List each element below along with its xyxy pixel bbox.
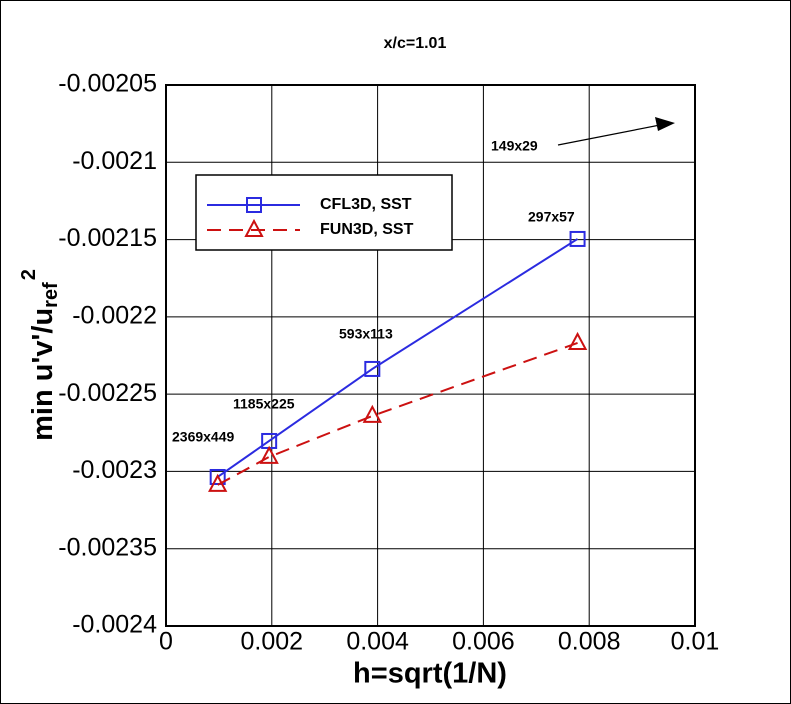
arrow-head [655, 117, 675, 131]
y-label-sub: ref [40, 282, 62, 308]
y-axis-label: min u'v'/uref2 [18, 269, 62, 441]
series-line [217, 342, 578, 486]
legend-marker [246, 197, 262, 213]
marker [208, 473, 228, 492]
y-tick-label: -0.00225 [58, 379, 157, 407]
y-tick-label: -0.00235 [58, 533, 157, 561]
x-tick-label: 0.004 [346, 628, 409, 656]
x-tick-label: 0.002 [241, 628, 304, 656]
x-tick-label: 0 [159, 628, 173, 656]
y-tick-label: -0.0023 [72, 456, 157, 484]
x-tick-label: 0.006 [452, 628, 515, 656]
marker [567, 331, 588, 350]
x-tick-label: 0.01 [671, 628, 720, 656]
annotation: 593x113 [339, 326, 393, 342]
x-tick-label: 0.008 [558, 628, 621, 656]
marker [259, 445, 279, 464]
y-tick-label: -0.00215 [58, 224, 157, 252]
y-label-main: min u'v'/u [27, 308, 59, 441]
legend-label: FUN3D, SST [320, 221, 414, 238]
arrow-line [557, 124, 661, 146]
marker [362, 404, 382, 423]
chart-title: x/c=1.01 [384, 35, 447, 52]
series-line [217, 238, 579, 478]
y-tick-label: -0.0022 [72, 301, 157, 329]
legend-label: CFL3D, SST [320, 196, 412, 213]
marker [364, 360, 381, 377]
annotation: 149x29 [491, 138, 538, 154]
annotation: 1185x225 [233, 396, 295, 412]
x-axis-label: h=sqrt(1/N) [353, 658, 507, 690]
marker [569, 230, 586, 247]
legend [195, 174, 453, 251]
plot-frame [165, 84, 696, 627]
y-tick-label: -0.0021 [72, 147, 157, 175]
legend-marker [244, 218, 264, 237]
y-label-sup: 2 [18, 269, 40, 280]
y-tick-label: -0.0024 [72, 611, 157, 639]
annotation: 297x57 [528, 209, 575, 225]
y-tick-label: -0.00205 [58, 70, 157, 98]
annotation: 2369x449 [172, 429, 235, 445]
